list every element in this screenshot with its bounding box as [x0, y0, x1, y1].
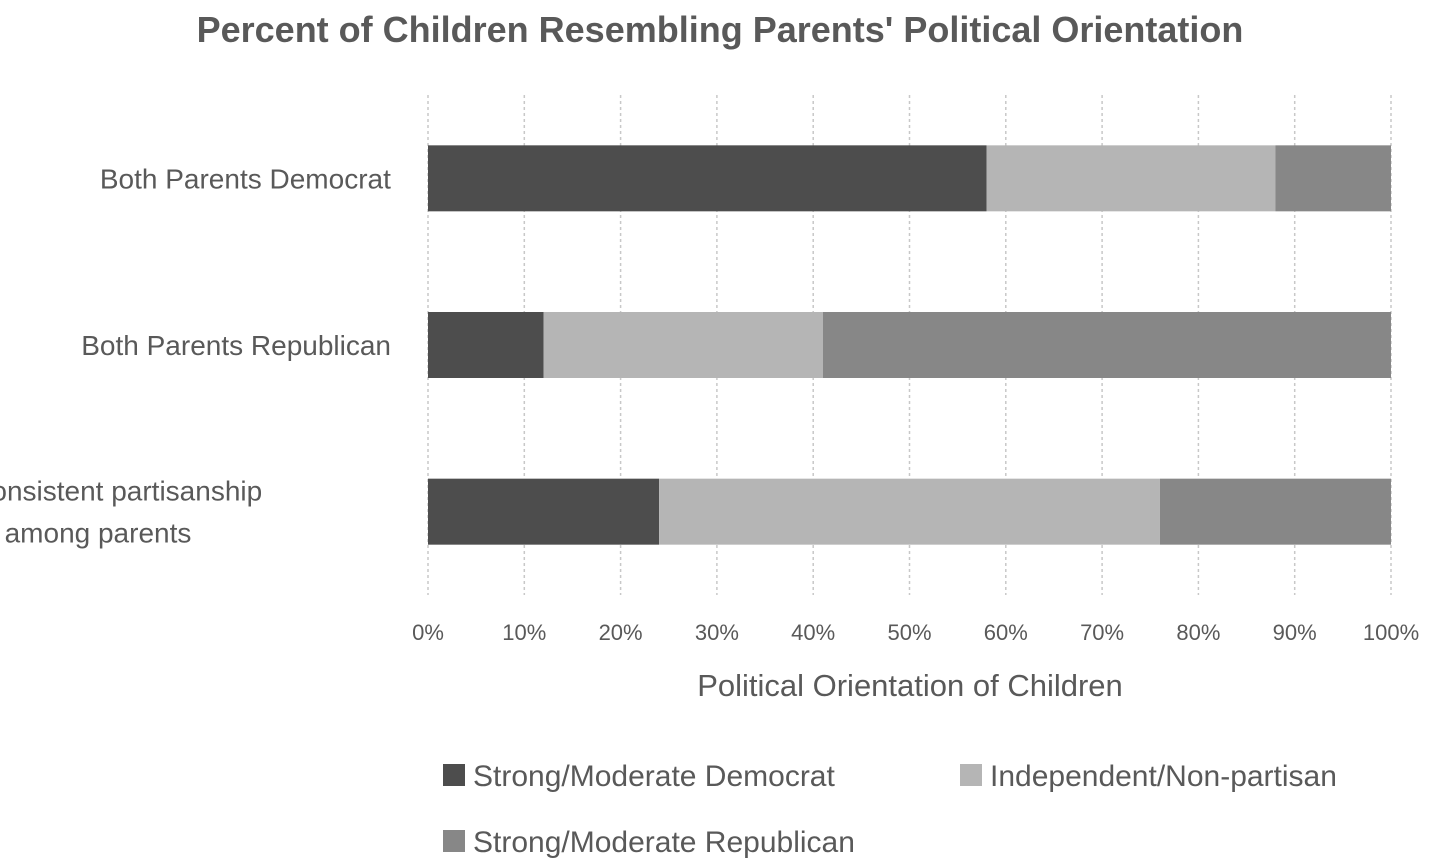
legend-item: Independent/Non-partisan	[960, 760, 1337, 793]
legend-swatch	[443, 764, 465, 786]
category-label: Both Parents Republican	[81, 330, 391, 361]
bars	[428, 145, 1391, 545]
legend-swatch	[443, 830, 465, 852]
bar-segment	[822, 312, 1391, 378]
x-tick-label: 100%	[1363, 620, 1419, 645]
x-tick-label: 60%	[984, 620, 1028, 645]
bar-segment	[428, 312, 544, 378]
bar-segment	[1275, 145, 1391, 212]
x-tick-label: 20%	[599, 620, 643, 645]
bar-segment	[1159, 478, 1391, 545]
legend-item: Strong/Moderate Republican	[443, 826, 855, 859]
x-tick-label: 80%	[1176, 620, 1220, 645]
legend-label: Strong/Moderate Republican	[473, 826, 855, 859]
legend-label: Independent/Non-partisan	[990, 760, 1337, 793]
chart-title: Percent of Children Resembling Parents' …	[197, 9, 1244, 50]
legend-swatch	[960, 764, 982, 786]
bar-segment	[986, 145, 1276, 212]
category-label: Both Parents Democrat	[100, 163, 391, 194]
x-tick-label: 0%	[412, 620, 444, 645]
x-tick-label: 30%	[695, 620, 739, 645]
x-axis-title: Political Orientation of Children	[697, 668, 1123, 703]
bar-segment	[428, 478, 660, 545]
x-tick-label: 90%	[1273, 620, 1317, 645]
x-tick-label: 10%	[502, 620, 546, 645]
bar-segment	[659, 478, 1160, 545]
bar-segment	[543, 312, 823, 378]
x-tick-label: 70%	[1080, 620, 1124, 645]
bar-segment	[428, 145, 987, 212]
legend-label: Strong/Moderate Democrat	[473, 760, 835, 793]
category-labels: Both Parents Democrat Both Parents Republ…	[0, 163, 391, 548]
legend-item: Strong/Moderate Democrat	[443, 760, 835, 793]
x-tick-label: 40%	[791, 620, 835, 645]
legend: Strong/Moderate Democrat Independent/Non-…	[443, 760, 1337, 859]
x-tick-labels: 0% 10% 20% 30% 40% 50% 60% 70% 80% 90% 100%	[412, 620, 1419, 645]
x-tick-label: 50%	[887, 620, 931, 645]
